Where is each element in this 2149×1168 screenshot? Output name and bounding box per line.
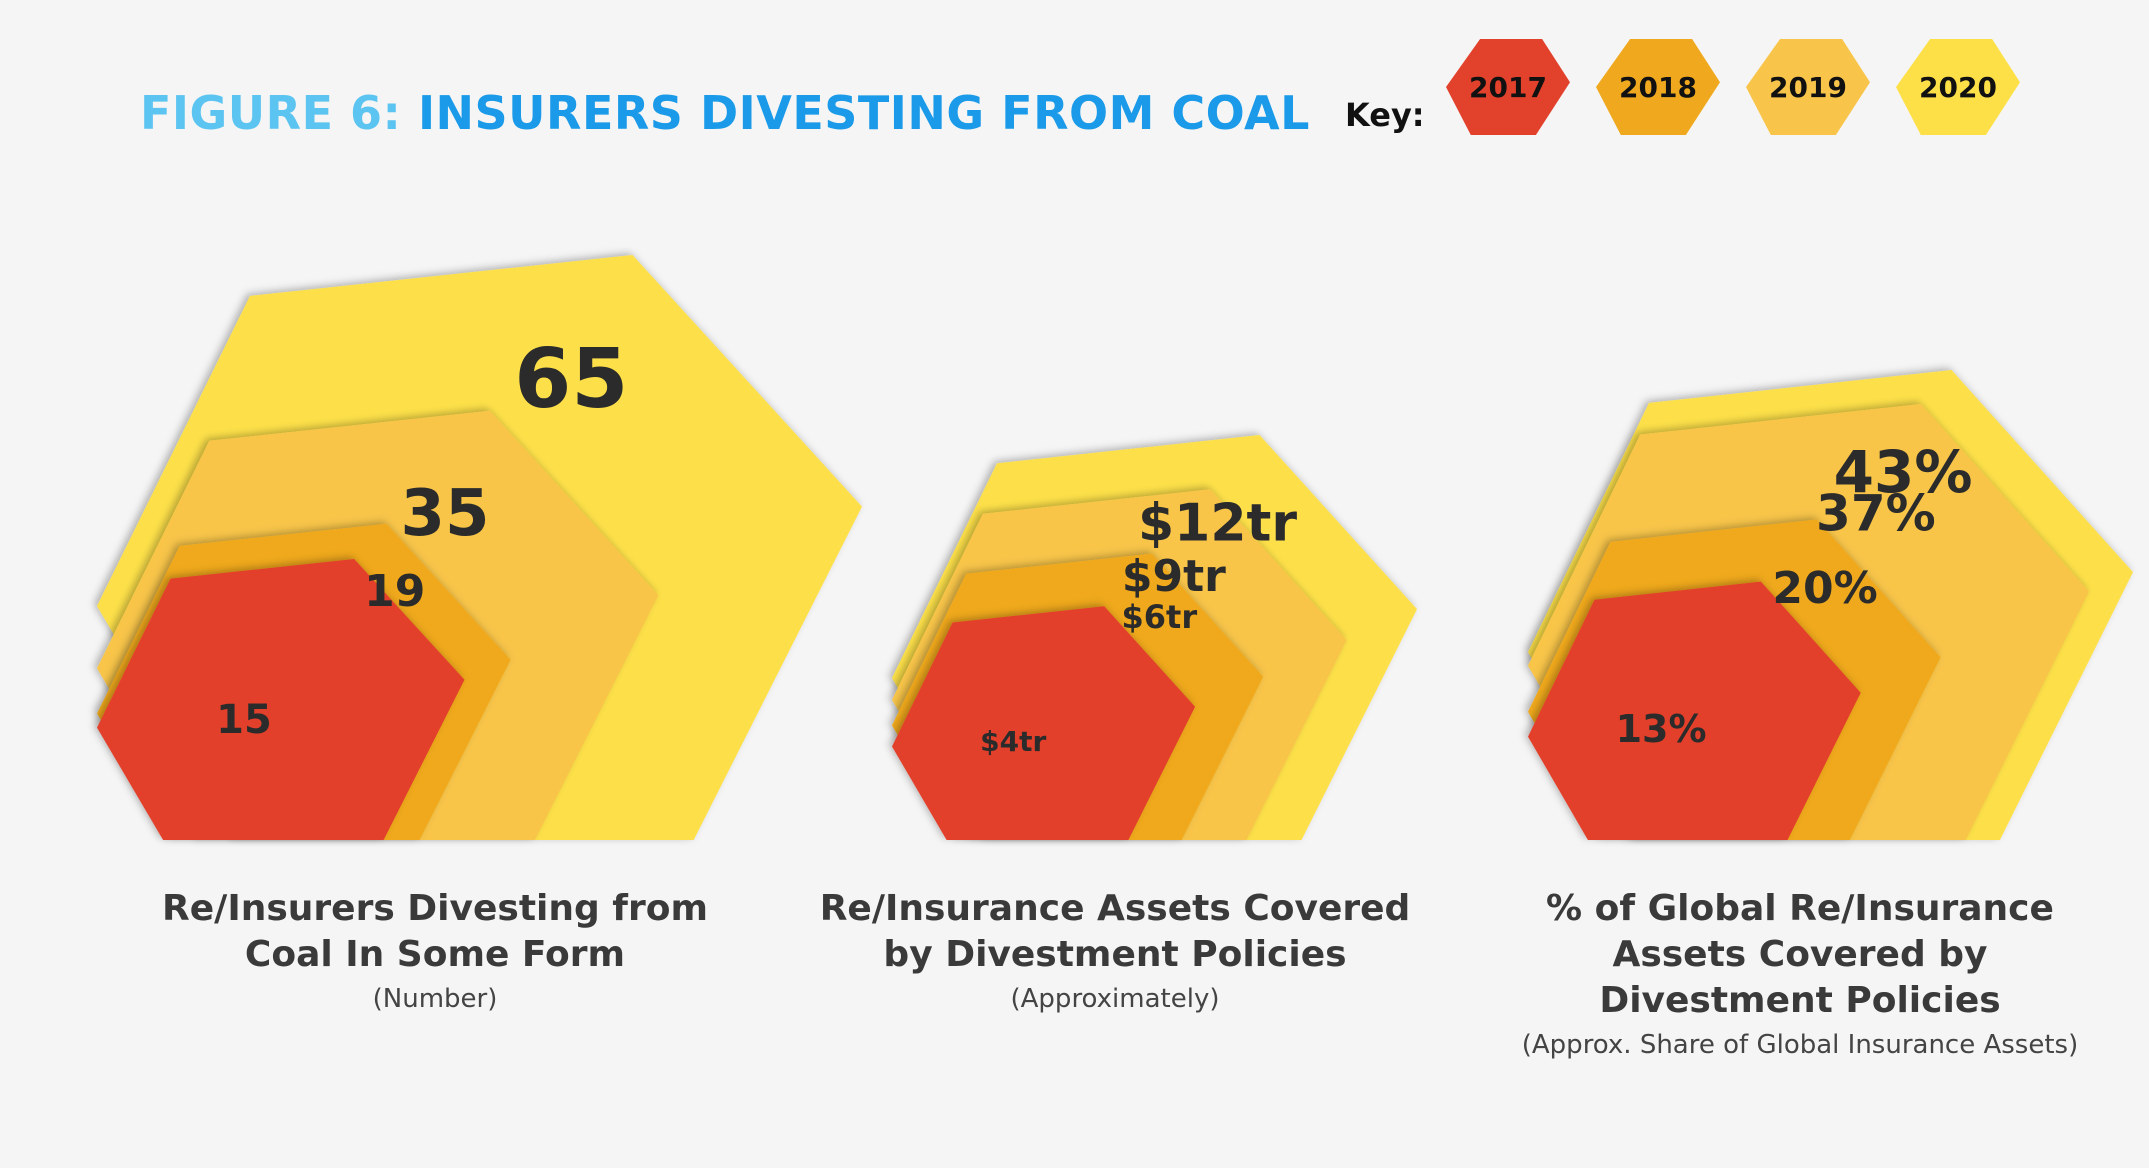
data-label-2017: 15 xyxy=(216,697,272,743)
data-label-2017: $4tr xyxy=(980,725,1046,758)
legend-label-2020: 2020 xyxy=(1919,71,1997,104)
legend-label-2018: 2018 xyxy=(1619,71,1697,104)
data-label-2020: $12tr xyxy=(1138,493,1297,553)
legend-label-2019: 2019 xyxy=(1769,71,1847,104)
charts: 15 19 35 65 $4tr $6tr$9tr$12tr 13% 20% 37%43% xyxy=(97,255,2133,840)
legend-swatch-2019 xyxy=(1746,39,1870,135)
hexagon-2017 xyxy=(892,606,1196,840)
figure-title-text: INSURERS DIVESTING FROM COAL xyxy=(417,86,1310,140)
chart-caption-subtitle: (Approx. Share of Global Insurance Asset… xyxy=(1521,1030,2079,1060)
chart-caption-title: Re/Insurance Assets Covered by Divestmen… xyxy=(819,888,1411,975)
data-label-2019: $9tr xyxy=(1122,551,1226,602)
data-label-2018: 19 xyxy=(364,566,425,617)
key-label: Key: xyxy=(1345,96,1425,134)
data-label-2019: 37% xyxy=(1816,485,1936,543)
legend-swatch-2017 xyxy=(1446,39,1570,135)
hexagon-2017 xyxy=(1528,581,1861,840)
chart-caption-title: % of Global Re/Insurance Assets Covered … xyxy=(1546,888,2054,1021)
chart-caption-subtitle: (Number) xyxy=(372,984,498,1014)
data-label-2018: $6tr xyxy=(1121,598,1197,636)
chart-caption-title: Re/Insurers Divesting from Coal In Some … xyxy=(162,888,708,975)
legend-swatch-2020 xyxy=(1896,39,2020,135)
data-label-2020: 43% xyxy=(1834,438,1973,506)
chart-0: 15 19 35 65 xyxy=(97,255,862,840)
legend: 2017 2018 2019 2020 xyxy=(1446,39,2020,135)
chart-2: 13% 20% 37%43% xyxy=(1528,370,2133,840)
legend-label-2017: 2017 xyxy=(1469,71,1547,104)
figure-title: FIGURE 6: INSURERS DIVESTING FROM COAL xyxy=(140,86,1310,140)
figure-number: FIGURE 6: xyxy=(140,86,402,140)
chart-caption-assets-covered: Re/Insurance Assets Covered by Divestmen… xyxy=(805,886,1425,1016)
data-label-2019: 35 xyxy=(400,477,489,551)
chart-caption-number-of-insurers: Re/Insurers Divesting from Coal In Some … xyxy=(125,886,745,1016)
data-label-2020: 65 xyxy=(514,332,628,427)
chart-caption-subtitle: (Approximately) xyxy=(1010,984,1220,1014)
data-label-2018: 20% xyxy=(1772,563,1877,614)
hexagon-2017 xyxy=(97,559,465,840)
legend-swatch-2018 xyxy=(1596,39,1720,135)
chart-1: $4tr $6tr$9tr$12tr xyxy=(892,435,1417,840)
data-label-2017: 13% xyxy=(1616,707,1707,751)
chart-caption-share-of-assets: % of Global Re/Insurance Assets Covered … xyxy=(1490,886,2110,1062)
